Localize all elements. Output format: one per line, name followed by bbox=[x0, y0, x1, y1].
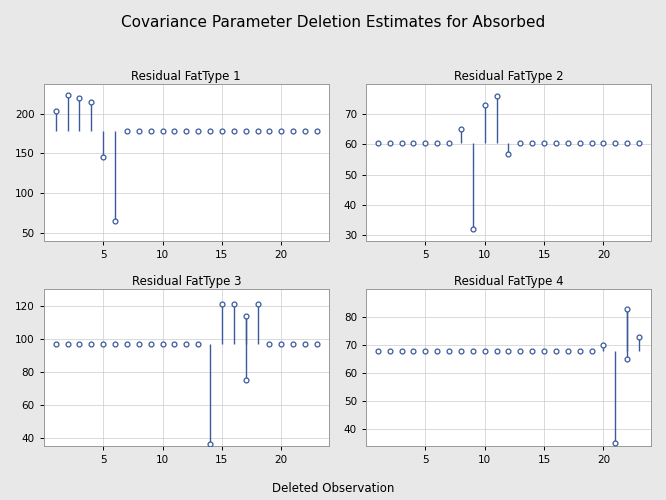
Title: Residual FatType 4: Residual FatType 4 bbox=[454, 275, 563, 288]
Title: Residual FatType 1: Residual FatType 1 bbox=[131, 70, 241, 83]
Title: Residual FatType 3: Residual FatType 3 bbox=[132, 275, 241, 288]
Title: Residual FatType 2: Residual FatType 2 bbox=[454, 70, 563, 83]
Text: Deleted Observation: Deleted Observation bbox=[272, 482, 394, 495]
Text: Covariance Parameter Deletion Estimates for Absorbed: Covariance Parameter Deletion Estimates … bbox=[121, 15, 545, 30]
